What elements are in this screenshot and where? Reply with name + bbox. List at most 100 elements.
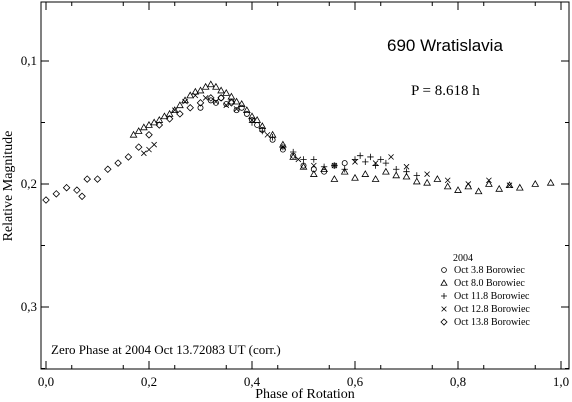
x-tick-label: 0,0 <box>38 374 54 389</box>
data-point-diamond <box>78 192 86 201</box>
legend-marker-diamond <box>440 318 448 326</box>
data-point-cross <box>249 117 255 123</box>
data-point-circle <box>218 94 225 101</box>
x-tick-label: 0,4 <box>244 374 261 389</box>
data-point-triangle <box>232 97 241 105</box>
data-point-triangle <box>217 86 225 94</box>
data-point-diamond <box>176 110 184 118</box>
legend-items: Oct 3.8 Borowiec Oct 8.0 Borowiec Oct 11.8… <box>440 265 530 328</box>
data-point-plus <box>403 168 410 175</box>
data-point-cross <box>182 98 188 105</box>
data-point-triangle <box>340 167 349 175</box>
data-point-diamond <box>165 115 174 123</box>
x-axis-title: Phase of Rotation <box>255 387 355 402</box>
legend-label: Oct 13.8 Borowiec <box>454 317 530 328</box>
x-tick-label: 0,8 <box>450 374 466 389</box>
data-point-plus <box>269 134 276 141</box>
data-point-triangle <box>222 88 231 96</box>
data-point-cross <box>223 102 230 109</box>
data-point-triangle <box>289 152 298 160</box>
legend-label: Oct 3.8 Borowiec <box>454 265 525 276</box>
data-point-triangle <box>176 101 184 109</box>
data-point-triangle <box>201 82 210 90</box>
data-point-plus <box>367 153 374 161</box>
data-point-cross <box>151 141 157 148</box>
data-point-triangle <box>423 178 431 186</box>
data-point-triangle <box>299 162 308 170</box>
plot-frame <box>40 1 570 370</box>
data-point-plus <box>382 159 390 167</box>
data-point-triangle <box>186 91 195 99</box>
data-point-triangle <box>206 80 215 88</box>
data-point-triangle <box>160 112 169 120</box>
data-point-diamond <box>145 131 153 139</box>
data-point-plus <box>393 166 400 173</box>
data-point-cross <box>465 181 472 187</box>
data-point-triangle <box>402 172 411 180</box>
data-point-plus <box>362 158 369 166</box>
data-point-plus <box>259 127 266 135</box>
data-point-triangle <box>242 106 251 113</box>
data-point-triangle <box>392 171 401 179</box>
data-point-diamond <box>196 99 205 107</box>
data-point-diamond <box>83 175 91 183</box>
data-point-triangle <box>320 165 328 173</box>
data-points <box>42 80 555 204</box>
data-point-diamond <box>124 153 133 161</box>
data-point-cross <box>352 159 358 165</box>
data-point-diamond <box>62 183 71 192</box>
data-point-cross <box>331 162 338 169</box>
data-point-cross <box>310 162 317 169</box>
axis-ticks <box>41 2 569 369</box>
data-point-cross <box>506 182 513 189</box>
data-point-triangle <box>155 116 164 123</box>
data-point-diamond <box>134 143 143 151</box>
data-point-cross <box>141 150 147 157</box>
data-point-diamond <box>52 190 61 198</box>
data-point-diamond <box>42 196 50 204</box>
data-point-triangle <box>443 182 452 190</box>
y-tick-label: 0,1 <box>21 53 37 68</box>
data-point-circle <box>238 104 245 111</box>
data-point-cross <box>171 107 178 114</box>
legend-title: 2004 <box>453 253 473 264</box>
data-point-diamond <box>207 94 215 102</box>
data-point-triangle <box>531 179 540 187</box>
x-tick-label: 0,2 <box>141 374 157 389</box>
data-point-triangle <box>139 123 148 131</box>
data-point-triangle <box>134 127 143 134</box>
data-point-triangle <box>515 183 524 191</box>
data-point-circle <box>341 160 348 167</box>
data-point-circle <box>233 107 240 114</box>
data-point-cross <box>213 98 219 105</box>
data-point-triangle <box>495 184 504 192</box>
data-point-triangle <box>309 170 318 177</box>
chart-title: 690 Wratislavia <box>387 36 503 55</box>
legend-marker-cross <box>441 306 447 312</box>
data-point-circle <box>212 99 219 106</box>
data-point-triangle <box>191 87 200 95</box>
legend-label: Oct 8.0 Borowiec <box>454 278 525 289</box>
data-point-cross <box>403 163 410 170</box>
data-point-diamond <box>186 103 194 112</box>
data-point-triangle <box>248 112 256 120</box>
data-point-diamond <box>217 94 225 102</box>
data-point-triangle <box>412 177 421 185</box>
data-point-circle <box>197 104 204 111</box>
data-point-diamond <box>73 186 81 194</box>
data-point-triangle <box>330 175 339 182</box>
data-point-cross <box>146 146 152 153</box>
zero-phase-annotation: Zero Phase at 2004 Oct 13.72083 UT (corr… <box>51 342 281 357</box>
legend-marker-triangle <box>440 279 448 286</box>
data-point-triangle <box>505 181 514 189</box>
data-point-triangle <box>361 170 370 177</box>
data-point-triangle <box>433 175 442 182</box>
data-point-cross <box>444 177 451 184</box>
data-point-diamond <box>155 121 164 129</box>
data-point-triangle <box>474 187 483 195</box>
data-point-circle <box>254 122 261 128</box>
data-point-cross <box>295 156 302 163</box>
data-point-triangle <box>258 122 267 129</box>
data-point-circle <box>223 101 230 108</box>
